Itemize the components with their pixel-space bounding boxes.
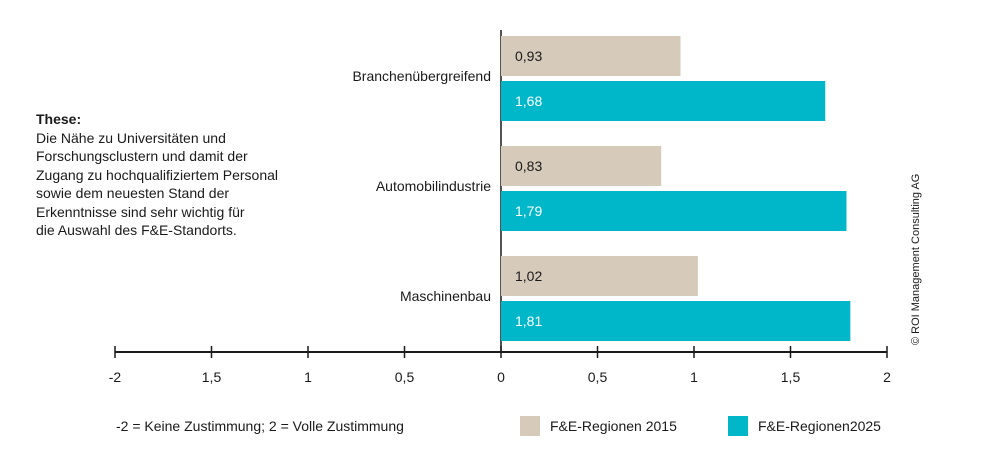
thesis-line: sowie dem neuesten Stand der (36, 185, 230, 201)
thesis-line: Die Nähe zu Universitäten und (36, 129, 226, 146)
copyright-text: © ROI Management Consulting AG (910, 173, 922, 345)
thesis-line: Erkenntnisse sind sehr wichtig für (36, 203, 245, 220)
bar-2015 (501, 36, 681, 76)
bar-2015 (501, 146, 662, 186)
x-tick-label: 1,5 (781, 369, 801, 385)
bar-value-label: 1,79 (515, 203, 542, 219)
x-tick-label: 0,5 (588, 369, 608, 385)
x-tick-label: 2 (883, 369, 891, 385)
thesis-line: Zugang zu hochqualifiziertem Personal (36, 166, 279, 183)
bar-value-label: 0,83 (515, 158, 542, 174)
thesis-text: These: Die Nähe zu Universitäten und For… (36, 110, 306, 240)
bar-2025 (501, 81, 826, 121)
copyright-note: © ROI Management Consulting AG (910, 174, 926, 355)
bar-value-label: 1,81 (515, 313, 542, 329)
legend-swatch-2015 (520, 416, 540, 436)
legend-label-2015: F&E-Regionen 2015 (550, 418, 677, 434)
x-tick-label: 1,5 (202, 369, 222, 385)
legend-swatch-2025 (728, 416, 748, 436)
x-tick-label: -2 (109, 369, 122, 385)
category-label: Maschinenbau (400, 288, 491, 304)
bar-value-label: 0,93 (515, 48, 542, 64)
legend-item-2025: F&E-Regionen2025 (728, 416, 881, 436)
bar-2015 (501, 256, 698, 296)
legend-item-2015: F&E-Regionen 2015 (520, 416, 677, 436)
bar-value-label: 1,02 (515, 268, 542, 284)
legend-label-2025: F&E-Regionen2025 (758, 418, 881, 434)
bar-2025 (501, 191, 847, 231)
scale-note: -2 = Keine Zustimmung; 2 = Volle Zustimm… (116, 418, 404, 434)
x-tick-label: 1 (304, 369, 312, 385)
thesis-title: These: (36, 111, 82, 127)
bar-value-label: 1,68 (515, 93, 542, 109)
x-tick-label: 0 (497, 369, 505, 385)
bar-2025 (501, 301, 851, 341)
category-label: Automobilindustrie (376, 178, 491, 194)
thesis-line: Forschungsclustern und damit der (36, 148, 248, 164)
category-label: Branchenübergreifend (352, 68, 491, 84)
thesis-line: die Auswahl des F&E-Standorts. (36, 222, 237, 238)
x-tick-label: 0,5 (395, 369, 415, 385)
x-tick-label: 1 (690, 369, 698, 385)
